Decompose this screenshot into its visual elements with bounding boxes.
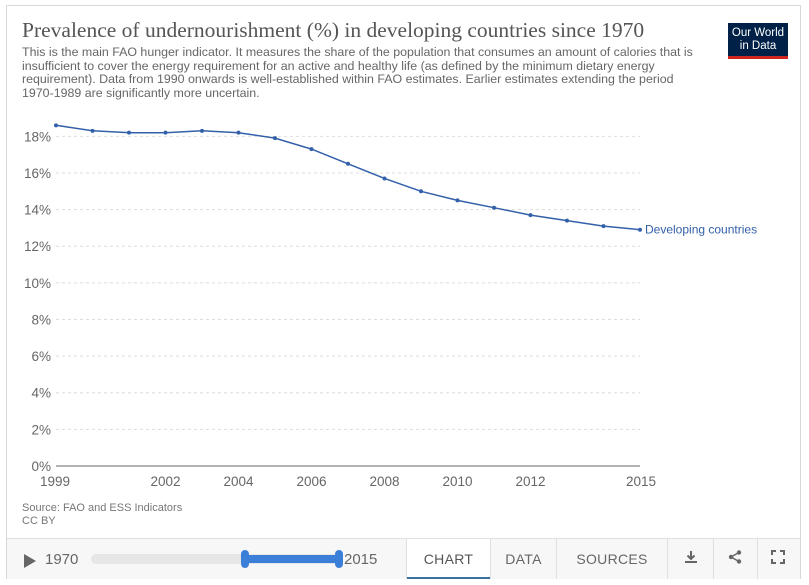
x-tick-label: 2006 [296,474,326,489]
source-note: Source: FAO and ESS Indicators CC BY [22,502,182,527]
share-icon[interactable] [724,549,746,569]
divider [556,539,557,579]
x-tick-label: 2002 [150,474,180,489]
logo-line-2: in Data [739,39,777,52]
y-tick-label: 6% [31,349,51,364]
tab-chart[interactable]: CHART [407,539,490,579]
divider [490,539,491,579]
data-point [382,176,387,181]
x-tick-label: 1999 [40,474,70,489]
data-point [273,136,277,141]
data-point [601,224,606,229]
data-point [236,130,241,135]
download-icon[interactable] [680,549,702,569]
x-tick-label: 2015 [626,474,656,489]
tab-data[interactable]: DATA [505,551,542,567]
data-point [528,213,533,218]
timeline-start-handle[interactable] [240,550,249,568]
x-tick-label: 2004 [223,474,254,489]
y-tick-label: 10% [24,276,51,291]
chart-title: Prevalence of undernourishment (%) in de… [22,18,645,42]
data-point [200,128,204,133]
y-tick-label: 16% [24,166,51,181]
x-tick-label: 2012 [515,474,545,489]
series-line [55,124,641,231]
y-tick-label: 14% [24,203,51,218]
data-point [163,130,168,135]
timeline-start-year: 1970 [45,551,79,568]
chart-footer: 1970 2015 CHART DATA SOURCES [7,538,800,579]
series-label: Developing countries [645,223,757,237]
timeline-end-year: 2015 [344,551,378,568]
divider [406,539,407,579]
fullscreen-icon[interactable] [767,549,789,569]
divider [757,539,758,579]
our-world-in-data-logo[interactable]: Our World in Data [728,23,788,59]
x-tick-label: 2010 [442,474,472,489]
y-tick-label: 8% [31,312,51,327]
y-tick-label: 0% [31,459,51,474]
chart-subtitle: This is the main FAO hunger indicator. I… [22,45,693,100]
data-point [54,123,58,128]
data-point [492,205,496,210]
timeline-track[interactable] [91,554,339,564]
y-tick-label: 12% [24,239,51,254]
source-text[interactable]: Source: FAO and ESS Indicators [22,502,183,514]
data-point [455,198,460,203]
play-icon[interactable] [24,554,36,568]
license-text: CC BY [22,514,56,527]
data-point [90,128,95,133]
divider [667,539,668,579]
y-tick-label: 2% [31,422,51,437]
chart-card: Prevalence of undernourishment (%) in de… [6,5,801,579]
y-tick-label: 4% [31,386,51,401]
line-chart: 0% 2% 4% 6% 8% 10% 12% 14% 16% 18% 1999 2002 2004 200… [24,123,757,489]
data-point [127,130,131,135]
divider [713,539,714,579]
timeline-end-handle[interactable] [335,550,343,568]
data-point [309,147,314,152]
data-point [419,189,423,194]
timeline-selected-range[interactable] [244,555,339,563]
logo-line-1: Our World [731,27,785,39]
data-point [346,161,350,166]
data-point [638,227,642,232]
y-tick-label: 18% [24,129,51,144]
data-point [565,218,569,223]
tab-sources[interactable]: SOURCES [576,551,648,567]
x-tick-label: 2008 [369,474,399,489]
